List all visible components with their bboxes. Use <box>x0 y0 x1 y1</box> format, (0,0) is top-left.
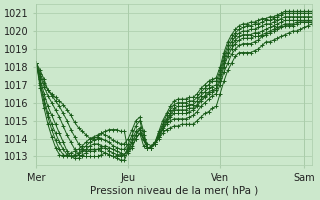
X-axis label: Pression niveau de la mer( hPa ): Pression niveau de la mer( hPa ) <box>90 186 258 196</box>
